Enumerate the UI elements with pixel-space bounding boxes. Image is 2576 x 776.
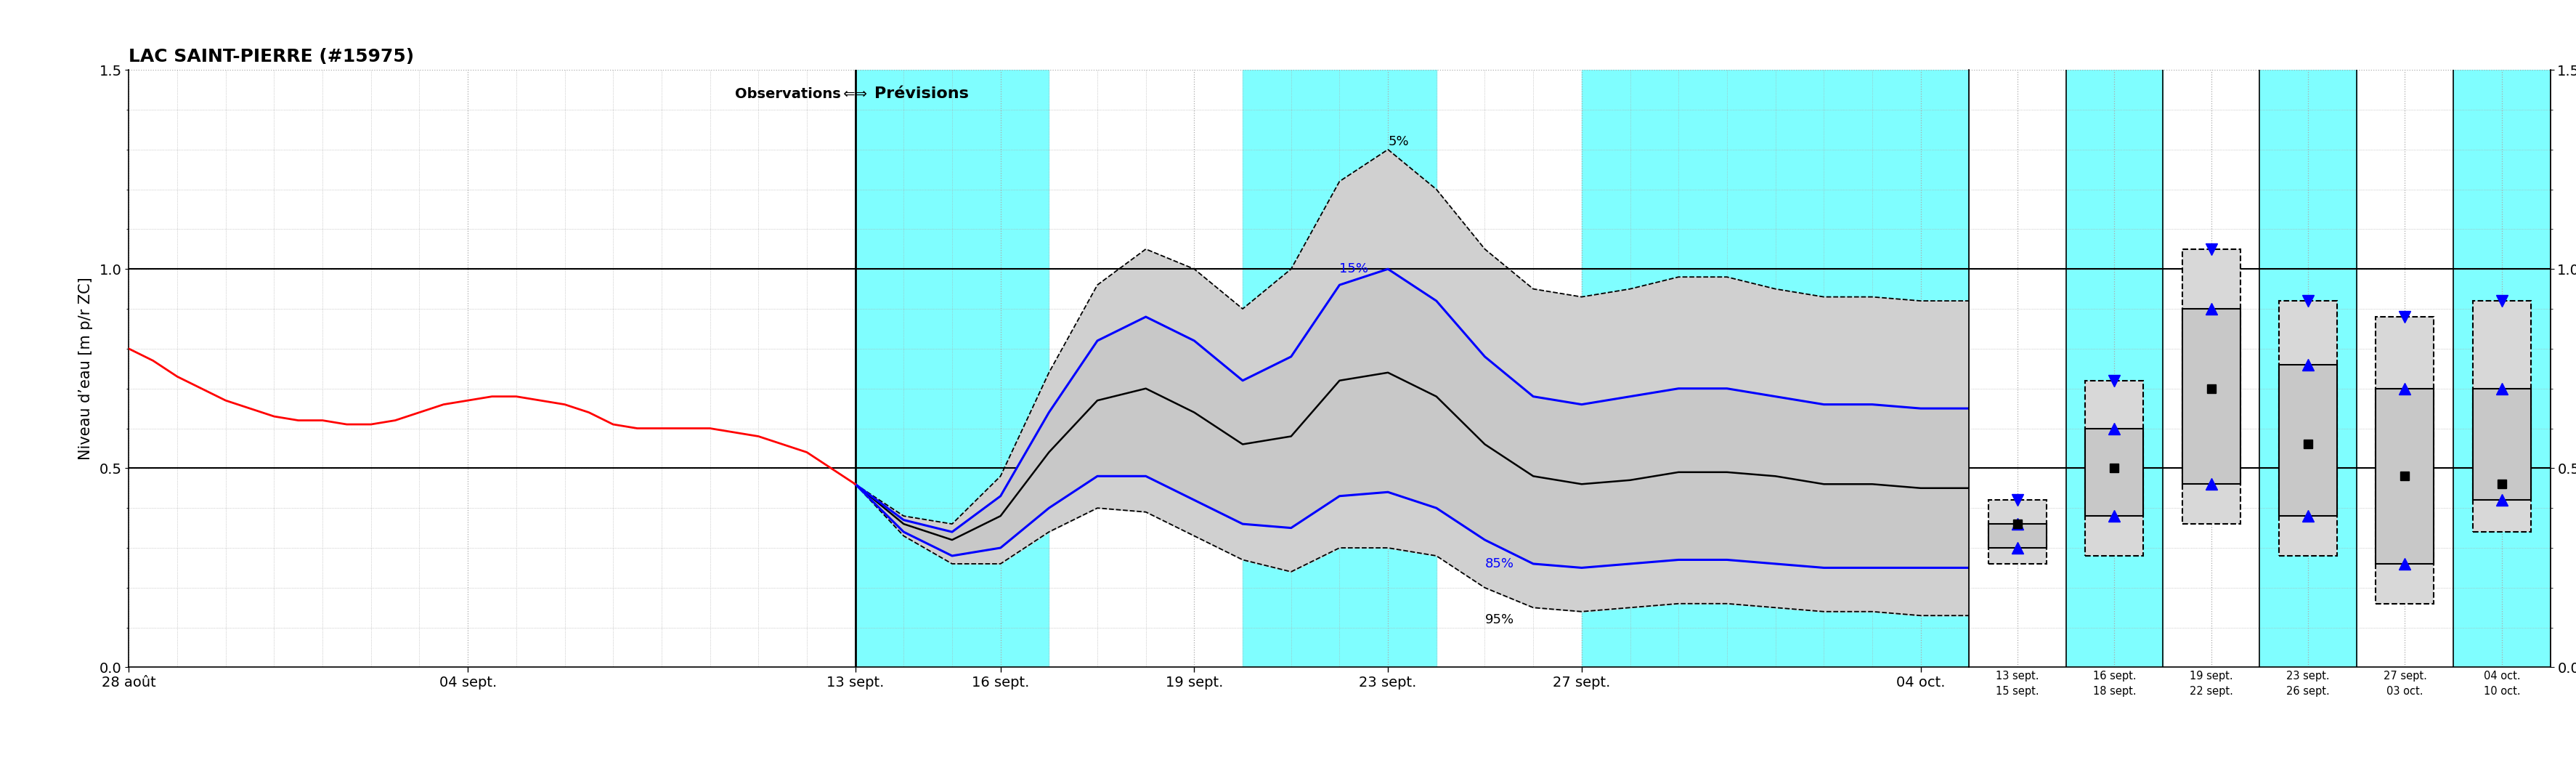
Bar bbox=[2087, 380, 2143, 556]
Text: Observations: Observations bbox=[734, 87, 840, 101]
Text: ⇐⇒: ⇐⇒ bbox=[840, 87, 871, 101]
Bar bbox=[2473, 389, 2530, 500]
Bar bbox=[2087, 428, 2143, 516]
Bar bbox=[855, 70, 1048, 667]
Bar bbox=[1242, 70, 1437, 667]
Bar bbox=[2375, 389, 2434, 564]
Text: 95%: 95% bbox=[1484, 613, 1515, 626]
Bar bbox=[2066, 70, 2164, 667]
Text: LAC SAINT-PIERRE (#15975): LAC SAINT-PIERRE (#15975) bbox=[129, 48, 415, 65]
Text: Prévisions: Prévisions bbox=[876, 86, 969, 101]
Y-axis label: Niveau d’eau [m p/r ZC]: Niveau d’eau [m p/r ZC] bbox=[77, 277, 93, 460]
Bar bbox=[2280, 365, 2336, 516]
Bar bbox=[2182, 249, 2241, 524]
Text: 5%: 5% bbox=[1388, 135, 1409, 148]
Bar bbox=[2280, 301, 2336, 556]
Bar bbox=[2473, 301, 2530, 532]
Bar bbox=[2259, 70, 2357, 667]
Bar bbox=[2452, 70, 2550, 667]
Text: 85%: 85% bbox=[1484, 557, 1515, 570]
Bar bbox=[2375, 317, 2434, 604]
Bar bbox=[1989, 524, 2045, 548]
Text: 15%: 15% bbox=[1340, 262, 1368, 275]
Bar bbox=[2182, 309, 2241, 484]
Bar bbox=[1582, 70, 1968, 667]
Bar bbox=[1989, 500, 2045, 564]
